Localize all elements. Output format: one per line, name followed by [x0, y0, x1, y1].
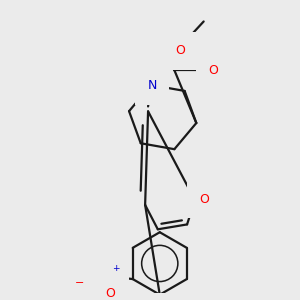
Text: O: O [175, 44, 185, 57]
Text: −: − [74, 278, 84, 288]
Text: O: O [200, 193, 210, 206]
Text: O: O [105, 287, 115, 300]
Text: O: O [82, 270, 92, 283]
Text: +: + [112, 264, 120, 273]
Text: O: O [208, 64, 218, 77]
Text: N: N [103, 268, 113, 281]
Text: N: N [147, 80, 157, 92]
